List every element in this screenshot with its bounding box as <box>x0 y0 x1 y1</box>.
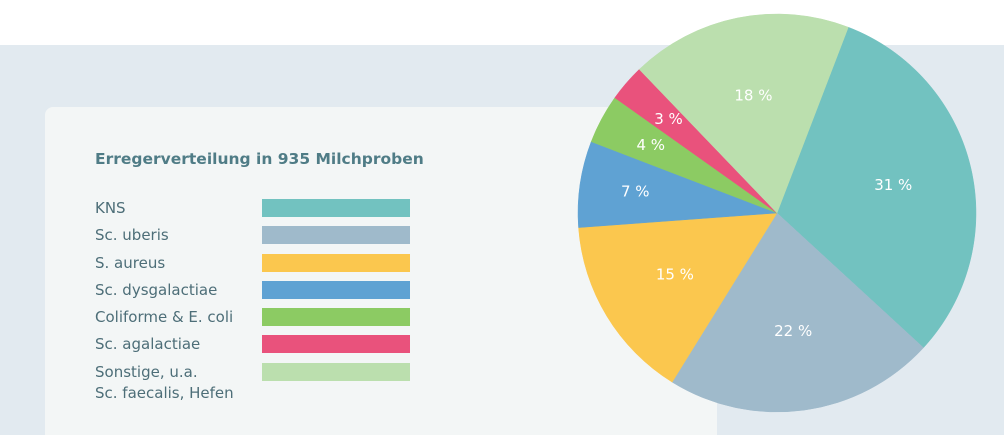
legend-swatch <box>262 280 410 299</box>
legend-label: Sc. dysgalactiae <box>95 280 218 299</box>
legend-label: Sc. uberis <box>95 226 169 245</box>
legend-label: Coliforme & E. coli <box>95 308 234 327</box>
slice-label: 22 % <box>774 322 812 340</box>
legend-label: Sc. agalactiae <box>95 335 201 354</box>
legend-item: Sonstige, u.a. Sc. faecalis, Hefen <box>95 362 425 402</box>
legend-label: Sonstige, u.a. Sc. faecalis, Hefen <box>95 362 234 402</box>
chart-title: Erregerverteilung in 935 Milchproben <box>95 150 424 168</box>
legend-swatch <box>262 308 410 327</box>
legend-item: Coliforme & E. coli <box>95 307 425 334</box>
legend-item: S. aureus <box>95 253 425 280</box>
slice-label: 7 % <box>621 183 650 201</box>
slice-label: 4 % <box>636 136 665 154</box>
pie-slice <box>776 26 977 349</box>
pie-slice <box>638 13 849 214</box>
legend: KNS Sc. uberis S. aureus Sc. dysgalactiae Co… <box>95 198 425 402</box>
legend-swatch <box>262 199 410 217</box>
legend-swatch <box>262 226 410 245</box>
legend-item: KNS <box>95 198 425 225</box>
pie-slice <box>578 212 778 383</box>
legend-swatch <box>262 253 410 272</box>
legend-item: Sc. dysgalactiae <box>95 280 425 307</box>
pie-slice <box>671 212 924 413</box>
legend-swatch <box>262 362 410 381</box>
legend-label: S. aureus <box>95 253 166 272</box>
legend-item: Sc. uberis <box>95 225 425 252</box>
legend-item: Sc. agalactiae <box>95 334 425 361</box>
slice-label: 31 % <box>874 176 912 194</box>
slice-label: 15 % <box>656 265 694 283</box>
legend-label: KNS <box>95 199 126 217</box>
slice-label: 18 % <box>734 86 772 104</box>
legend-swatch <box>262 335 410 354</box>
slice-label: 3 % <box>654 110 683 128</box>
